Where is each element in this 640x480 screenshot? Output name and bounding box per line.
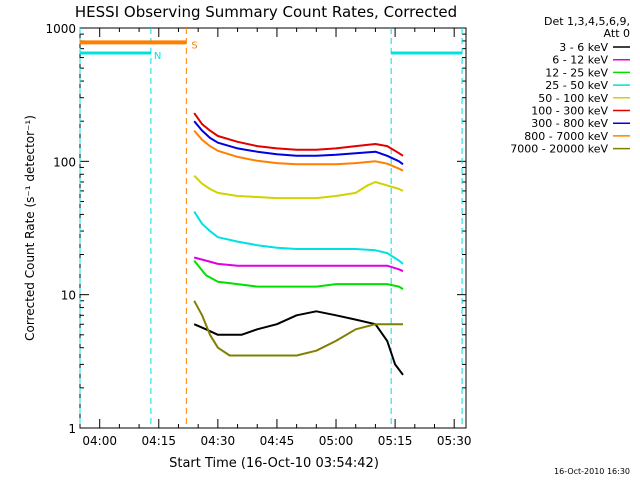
flag-label-S: S (191, 40, 197, 51)
series-line-3 (193, 211, 404, 265)
series-line-4 (193, 174, 404, 200)
series-line-5 (193, 112, 404, 157)
timestamp: 16-Oct-2010 16:30 (554, 467, 630, 476)
y-tick-label: 1 (68, 422, 76, 436)
y-tick-label: 1000 (45, 22, 76, 36)
legend-label: 25 - 50 keV (545, 79, 608, 92)
legend-header-line-2: Att 0 (604, 27, 630, 40)
legend-label: 50 - 100 keV (538, 92, 608, 105)
instrument-flags: NS (79, 28, 463, 428)
flag-label-N: N (154, 51, 161, 62)
y-axis-label: Corrected Count Rate (s⁻¹ detector⁻¹) (23, 115, 37, 341)
plot-frame (79, 27, 467, 429)
x-axis: 04:00 04:15 04:30 04:45 05:00 05:15 05:30 (79, 28, 472, 448)
series-line-6 (193, 120, 404, 166)
series-layer (193, 112, 404, 376)
x-axis-label: Start Time (16-Oct-10 03:54:42) (169, 456, 379, 471)
legend-label: 100 - 300 keV (531, 105, 608, 118)
series-line-1 (193, 256, 404, 273)
chart-title: HESSI Observing Summary Count Rates, Cor… (75, 3, 457, 21)
series-line-2 (193, 259, 404, 290)
x-tick-label: 05:15 (378, 434, 413, 448)
legend-header-line-1: Det 1,3,4,5,6,9, (544, 15, 630, 28)
x-tick-label: 05:30 (437, 434, 472, 448)
legend-label: 800 - 7000 keV (524, 130, 608, 143)
series-line-8 (193, 300, 403, 357)
x-tick-label: 04:15 (141, 434, 176, 448)
y-tick-label: 100 (53, 155, 76, 169)
y-tick-label: 10 (61, 289, 76, 303)
legend-label: 6 - 12 keV (552, 54, 608, 67)
series-line-0 (193, 310, 404, 376)
legend-label: 7000 - 20000 keV (510, 143, 608, 156)
y-axis: 1 10 100 1000 (45, 22, 466, 436)
series-line-7 (193, 129, 404, 172)
legend-label: 300 - 800 keV (531, 117, 608, 130)
legend-label: 3 - 6 keV (559, 41, 608, 54)
x-tick-label: 04:30 (201, 434, 236, 448)
legend-label: 12 - 25 keV (545, 66, 608, 79)
x-tick-label: 04:45 (260, 434, 295, 448)
x-tick-label: 05:00 (319, 434, 354, 448)
x-tick-label: 04:00 (82, 434, 117, 448)
